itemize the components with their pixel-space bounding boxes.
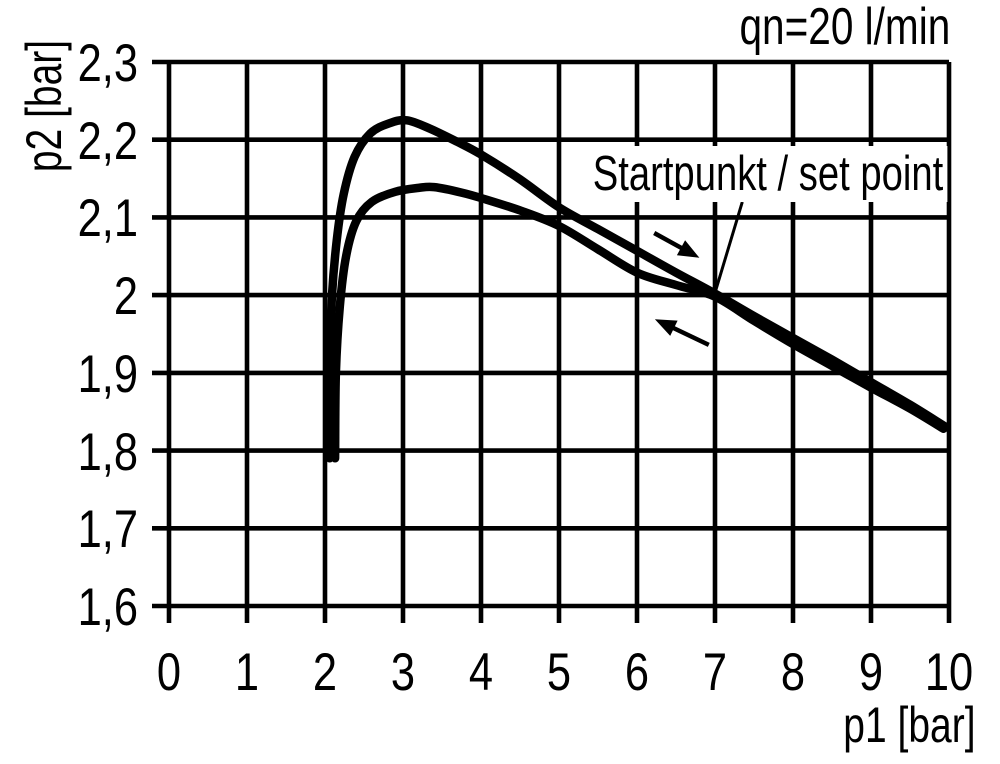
x-tick-label: 2	[312, 643, 338, 702]
x-tick-label: 0	[156, 643, 182, 702]
x-tick-label: 9	[858, 643, 884, 702]
direction-arrow-left-head	[654, 319, 678, 336]
y-tick-label: 1,6	[77, 578, 138, 637]
direction-arrow-right-head	[676, 240, 700, 258]
x-tick-label: 1	[234, 643, 260, 702]
set-point-annotation: Startpunkt / set point	[588, 146, 948, 202]
chart-title: qn=20 l/min	[739, 0, 950, 56]
x-tick-label: 7	[702, 643, 728, 702]
direction-arrow-left-shaft	[671, 325, 710, 347]
y-tick-label: 1,8	[77, 422, 138, 482]
y-tick-label: 1,9	[77, 344, 138, 404]
curve-pressure-decreasing	[330, 182, 948, 463]
x-tick-label: 8	[780, 643, 806, 702]
direction-arrow-right-shaft	[653, 231, 684, 251]
x-tick-label: 6	[624, 643, 650, 702]
x-tick-label: 5	[546, 643, 572, 702]
y-tick-label: 2	[113, 267, 138, 327]
y-tick-label: 2,1	[77, 189, 138, 249]
x-tick-label: 3	[390, 643, 416, 702]
curve-pressure-increasing	[324, 115, 950, 463]
x-tick-label: 4	[468, 643, 494, 702]
y-tick-label: 2,3	[77, 34, 138, 93]
y-tick-label: 1,7	[77, 500, 138, 560]
x-axis-label: p1 [bar]	[843, 697, 976, 753]
set-point-callout-line	[713, 201, 744, 294]
x-tick-label: 10	[924, 643, 974, 702]
y-tick-label: 2,2	[77, 111, 138, 171]
